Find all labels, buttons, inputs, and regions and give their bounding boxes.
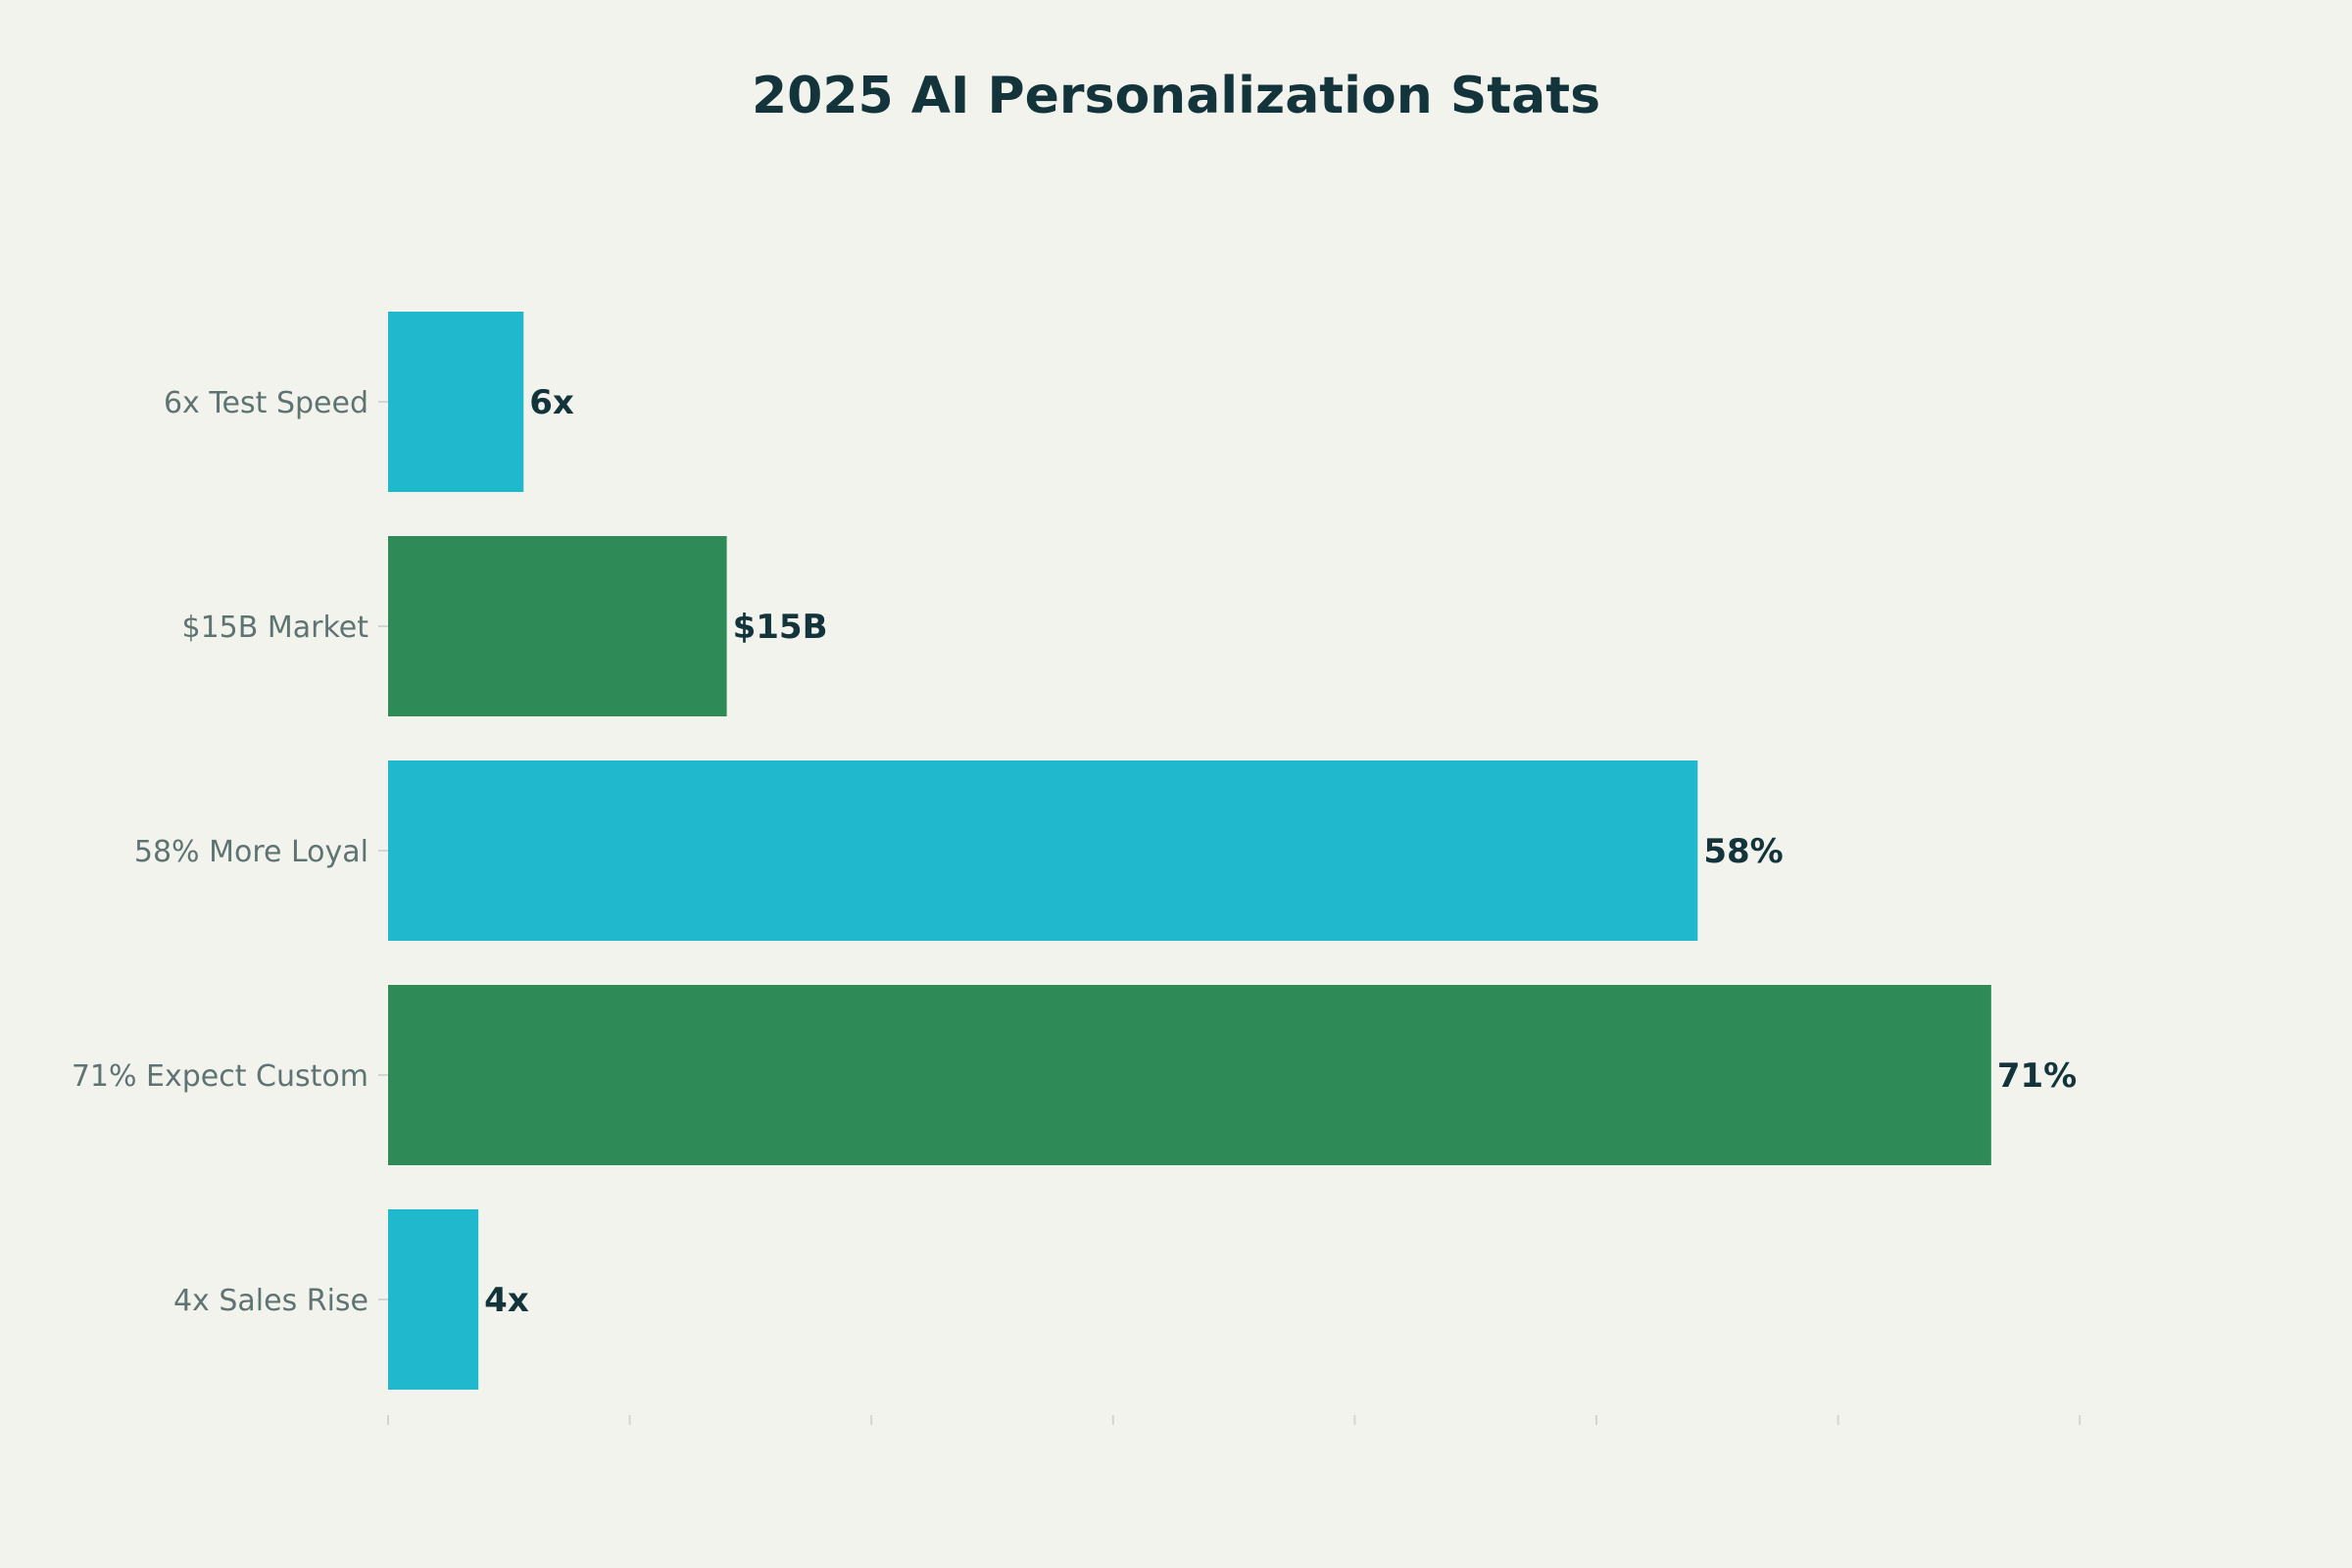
value-label: 4x xyxy=(484,1281,529,1320)
category-label: 58% More Loyal xyxy=(134,835,368,869)
bar-4x-sales-rise xyxy=(388,1209,479,1390)
category-label: $15B Market xyxy=(181,611,368,645)
bars-group xyxy=(388,312,1991,1390)
bar-58-more-loyal xyxy=(388,760,1698,941)
bar-71-expect-custom xyxy=(388,985,1991,1165)
value-label: $15B xyxy=(733,608,828,647)
category-label: 6x Test Speed xyxy=(164,386,368,420)
bar-6x-test-speed xyxy=(388,312,524,492)
value-label: 6x xyxy=(529,383,574,422)
category-label: 4x Sales Rise xyxy=(173,1284,368,1318)
category-label: 71% Expect Custom xyxy=(72,1059,368,1094)
value-label: 58% xyxy=(1703,832,1783,871)
category-labels: 6x Test Speed $15B Market 58% More Loyal 71… xyxy=(72,386,388,1318)
x-axis-ticks xyxy=(387,1415,2082,1425)
bar-15b-market xyxy=(388,536,727,716)
chart-title: 2025 AI Personalization Stats xyxy=(752,67,1600,125)
value-labels: 6x $15B 58% 71% 4x xyxy=(484,383,2077,1320)
value-label: 71% xyxy=(1997,1056,2077,1096)
